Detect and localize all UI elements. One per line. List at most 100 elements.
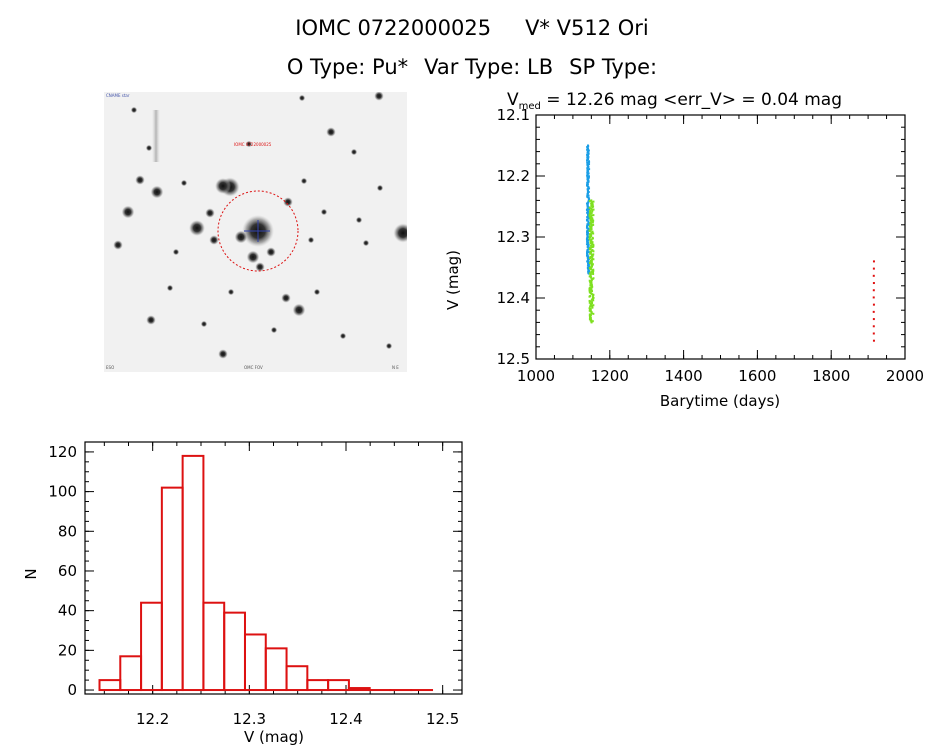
finder-star xyxy=(209,235,219,245)
lc-data-point xyxy=(590,214,593,217)
finder-star xyxy=(393,223,407,243)
lc-data-point xyxy=(589,314,592,317)
finder-star xyxy=(166,284,174,292)
lc-data-point xyxy=(589,248,592,251)
finder-star xyxy=(320,208,328,216)
lc-data-point xyxy=(588,238,591,241)
finder-streak xyxy=(152,110,160,162)
finder-star xyxy=(362,239,370,247)
finder-star xyxy=(350,148,358,156)
lc-data-point xyxy=(588,287,591,290)
lc-data-point xyxy=(588,279,591,282)
finder-star xyxy=(172,248,180,256)
lc-data-point xyxy=(872,339,875,342)
lc-data-point xyxy=(586,174,589,177)
hist-bar xyxy=(98,679,122,692)
lc-data-point xyxy=(588,163,591,166)
lc-data-point xyxy=(588,318,591,321)
lc-data-point xyxy=(588,215,591,218)
lc-data-point xyxy=(589,252,592,255)
lc-data-point xyxy=(589,219,592,222)
lc-y-tick-label: 12.1 xyxy=(497,106,530,124)
lc-data-point xyxy=(586,216,589,219)
lc-data-point xyxy=(586,223,589,226)
lc-data-point xyxy=(590,223,593,226)
finder-star xyxy=(246,250,260,264)
lc-y-tick-label: 12.2 xyxy=(497,167,530,185)
finder-star xyxy=(245,140,253,148)
finder-corner-label: OMC FOV xyxy=(244,365,263,370)
lc-data-point xyxy=(589,305,592,308)
lc-data-point xyxy=(591,302,594,305)
lc-data-point xyxy=(586,211,589,214)
lc-data-point xyxy=(588,206,591,209)
lc-data-point xyxy=(591,255,594,258)
lc-data-point xyxy=(587,206,590,209)
lc-data-point xyxy=(589,257,592,260)
lc-data-point xyxy=(590,249,593,252)
hist-x-tick-label: 12.5 xyxy=(426,710,459,728)
lc-data-point xyxy=(589,276,592,279)
lc-data-point xyxy=(587,251,590,254)
lc-data-point xyxy=(590,262,593,265)
lc-data-point xyxy=(589,211,592,214)
finder-star xyxy=(355,216,363,224)
lc-data-point xyxy=(592,312,595,315)
hist-bar xyxy=(285,665,309,692)
lc-data-point xyxy=(592,258,595,261)
lc-data-point xyxy=(592,269,595,272)
lc-data-point xyxy=(587,194,590,197)
lc-data-point xyxy=(585,243,588,246)
lc-data-point xyxy=(586,219,589,222)
lc-data-point xyxy=(590,286,593,289)
hist-bar xyxy=(160,486,184,692)
lc-data-point xyxy=(590,256,593,259)
hist-bar xyxy=(264,647,288,692)
lc-data-point xyxy=(588,168,591,171)
lc-data-point xyxy=(587,223,590,226)
lc-data-point xyxy=(592,214,595,217)
finder-star xyxy=(189,220,205,236)
lc-data-point xyxy=(591,201,594,204)
finder-star xyxy=(121,205,135,219)
catalog-id: IOMC 0722000025 xyxy=(295,16,492,40)
lc-data-point xyxy=(590,244,593,247)
finder-star xyxy=(113,240,123,250)
lc-data-point xyxy=(586,250,589,253)
lc-data-point xyxy=(586,175,589,178)
hist-y-tick-label: 40 xyxy=(58,602,77,620)
lc-data-point xyxy=(872,296,875,299)
lc-data-point xyxy=(589,261,592,264)
lc-data-point xyxy=(587,201,590,204)
lc-data-point xyxy=(588,200,591,203)
lc-data-point xyxy=(590,312,593,315)
finder-corner-label: N E xyxy=(392,365,399,370)
finder-star xyxy=(234,230,248,244)
lc-data-point xyxy=(589,300,592,303)
lc-data-point xyxy=(588,213,591,216)
lc-data-point xyxy=(591,206,594,209)
hist-bar xyxy=(202,601,226,692)
lc-data-point xyxy=(585,226,588,229)
hist-y-tick-label: 60 xyxy=(58,562,77,580)
lc-data-point xyxy=(591,242,594,245)
lc-data-point xyxy=(591,290,594,293)
finder-star xyxy=(298,94,306,102)
lc-data-point xyxy=(586,162,589,165)
hist-bar xyxy=(140,601,163,692)
lc-data-point xyxy=(591,245,594,248)
lc-data-point xyxy=(589,216,592,219)
lc-data-point xyxy=(590,199,593,202)
lc-title: Vmed = 12.26 mag <err_V> = 0.04 mag xyxy=(507,90,842,112)
finder-star xyxy=(266,247,276,257)
lc-data-point xyxy=(589,303,592,306)
lc-data-point xyxy=(589,280,592,283)
finder-star xyxy=(218,349,228,359)
finder-star xyxy=(215,178,231,194)
hist-bar xyxy=(119,655,143,692)
lc-data-point xyxy=(590,220,593,223)
lc-data-point xyxy=(588,187,591,190)
lc-data-point xyxy=(591,209,594,212)
lc-data-point xyxy=(586,235,589,238)
